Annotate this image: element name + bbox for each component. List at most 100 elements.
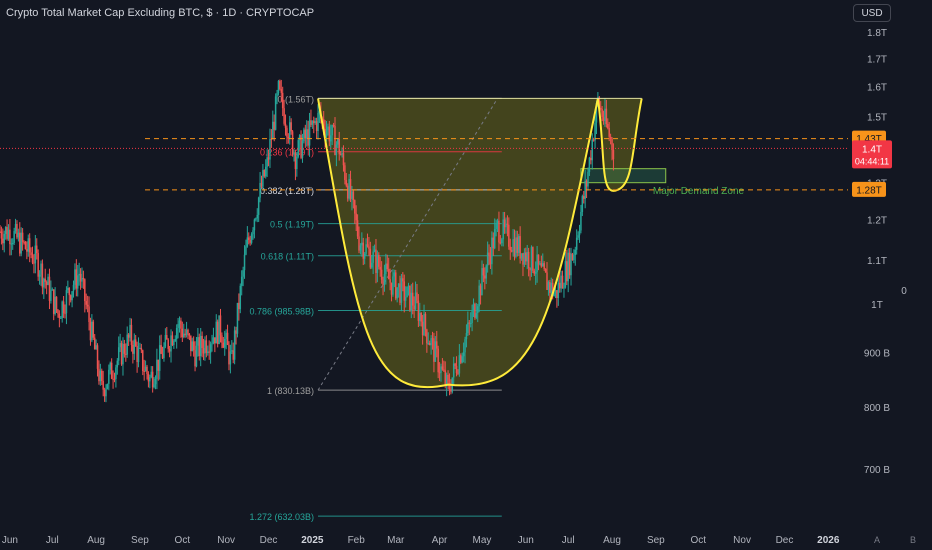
fib-retracement: 0 (1.56T) 0.236 (1.39T) 0.382 (1.28T) 0.5 (… xyxy=(249,94,502,522)
candle xyxy=(339,151,342,156)
candle-body xyxy=(4,227,7,234)
candle xyxy=(467,311,469,336)
candle xyxy=(277,79,280,96)
candle-body xyxy=(20,232,22,254)
candle-body xyxy=(472,303,475,312)
candle xyxy=(226,324,229,346)
candle-body xyxy=(219,315,222,336)
candle xyxy=(472,298,475,318)
candle xyxy=(520,253,523,261)
candle-body xyxy=(23,241,25,243)
candle xyxy=(133,333,136,360)
current-price-value: 1.4T xyxy=(862,144,882,155)
candle-body xyxy=(461,356,463,363)
fib-level-label: 0.382 (1.28T) xyxy=(260,186,314,196)
candle-body xyxy=(526,251,528,262)
candle-body xyxy=(7,229,10,239)
candle-body xyxy=(544,268,547,273)
candle xyxy=(546,262,548,290)
candle-body xyxy=(35,245,38,254)
candle xyxy=(161,346,164,359)
candle xyxy=(314,117,316,125)
side-zero-label: 0 xyxy=(901,286,907,297)
candle-body xyxy=(153,384,155,388)
candle-body xyxy=(460,355,462,363)
candle-body xyxy=(539,263,541,265)
candle xyxy=(420,312,422,327)
candle xyxy=(181,321,184,342)
candle-body xyxy=(375,249,377,274)
candle-body xyxy=(78,273,80,276)
candle-body xyxy=(57,309,59,314)
level-price-tag xyxy=(852,181,886,197)
candle-body xyxy=(508,224,510,247)
candle-body xyxy=(242,270,244,277)
candle xyxy=(163,342,165,362)
candle-body xyxy=(567,252,569,282)
candle-body xyxy=(520,253,523,259)
candle-body xyxy=(84,279,86,302)
candle xyxy=(378,252,380,270)
candle xyxy=(157,359,160,381)
candle-body xyxy=(571,253,574,261)
candle xyxy=(575,229,578,255)
candle-body xyxy=(110,362,113,379)
currency-button[interactable]: USD xyxy=(853,4,891,22)
candle xyxy=(508,217,510,250)
candle xyxy=(543,261,545,271)
candle xyxy=(248,232,250,245)
candle-body xyxy=(16,223,18,238)
candle xyxy=(95,339,97,350)
candle xyxy=(310,109,312,128)
candle xyxy=(527,247,530,277)
candle xyxy=(127,333,130,346)
candle-body xyxy=(180,320,182,329)
candle xyxy=(437,345,439,379)
candle-body xyxy=(584,181,586,199)
candle-body xyxy=(457,373,459,375)
candle-body xyxy=(308,120,311,146)
candle xyxy=(369,241,372,270)
candle xyxy=(523,248,526,268)
candle-body xyxy=(205,340,208,353)
candle xyxy=(298,134,301,150)
candle-body xyxy=(563,287,565,289)
candle xyxy=(462,342,465,363)
x-tick-label: Mar xyxy=(387,535,405,546)
candle xyxy=(547,280,550,296)
candle xyxy=(337,137,339,149)
candle-body xyxy=(260,182,263,187)
candle xyxy=(192,336,195,357)
candle-body xyxy=(465,333,468,340)
candle-body xyxy=(341,153,343,155)
candle xyxy=(481,260,483,296)
candle-body xyxy=(161,353,164,359)
candle xyxy=(26,241,28,260)
candle-body xyxy=(31,255,34,263)
candle-body xyxy=(92,321,95,338)
candle-body xyxy=(380,269,383,280)
candle-body xyxy=(335,144,338,156)
candle xyxy=(72,280,75,298)
candle-body xyxy=(252,230,254,235)
candle xyxy=(48,268,51,310)
candle xyxy=(89,317,92,346)
candle xyxy=(532,246,534,274)
candle-body xyxy=(259,182,261,198)
candle-body xyxy=(368,246,370,249)
candle-body xyxy=(185,329,188,336)
candle xyxy=(45,280,48,295)
candle xyxy=(204,336,206,361)
candle xyxy=(585,179,588,199)
candle xyxy=(503,211,506,234)
candle xyxy=(376,250,379,283)
candle-body xyxy=(112,378,114,380)
candle xyxy=(349,170,352,203)
candle-body xyxy=(509,246,512,251)
candle-body xyxy=(143,371,145,373)
candle-body xyxy=(3,233,5,244)
candle-body xyxy=(255,218,257,220)
candle-body xyxy=(345,180,348,186)
candle-body xyxy=(532,247,534,271)
